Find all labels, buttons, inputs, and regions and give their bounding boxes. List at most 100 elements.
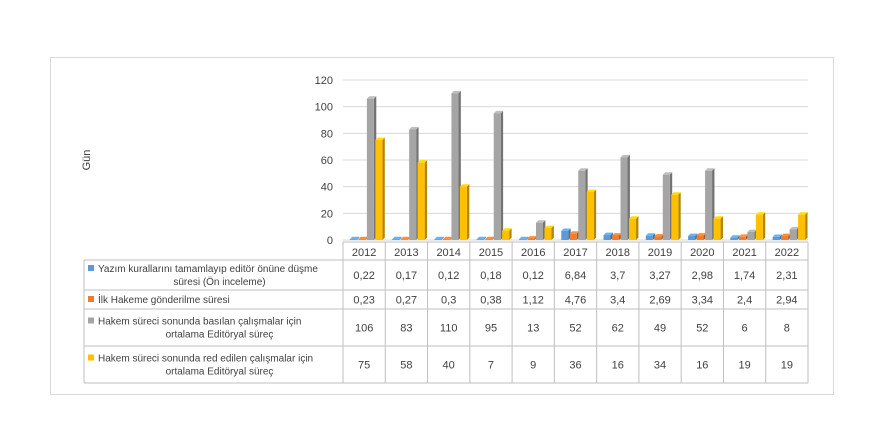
bar-side	[509, 228, 512, 240]
table-cell-value: 8	[784, 323, 790, 335]
x-tick-label: 2019	[648, 247, 672, 259]
legend-swatch	[88, 296, 94, 302]
table-cell-value: 0,23	[353, 295, 374, 307]
table-cell-value: 0,27	[396, 295, 417, 307]
table-cell-value: 0,38	[480, 295, 501, 307]
bar	[603, 235, 611, 240]
bar-top	[747, 229, 757, 232]
bar	[671, 194, 679, 240]
bar-top	[518, 236, 529, 240]
bar	[789, 229, 797, 240]
bar	[730, 237, 738, 240]
bar-side	[636, 216, 639, 240]
bar-top	[671, 192, 681, 195]
bar-top	[392, 236, 402, 240]
bar	[392, 239, 400, 240]
bar-top	[434, 236, 444, 240]
bar	[442, 239, 450, 240]
bar	[705, 170, 713, 240]
bar	[645, 235, 653, 240]
legend-label: İlk Hakeme gönderilme süresi	[98, 293, 230, 306]
bar	[409, 129, 417, 240]
bar-top	[502, 228, 512, 231]
bar-side	[593, 189, 597, 240]
legend-label: Hakem süreci sonunda basılan çalışmalar …	[98, 317, 301, 328]
bar-side	[720, 216, 723, 240]
bar-side	[737, 235, 740, 240]
bar	[518, 239, 526, 240]
table-cell-value: 0,17	[396, 270, 417, 282]
bar-top	[485, 236, 495, 240]
x-tick-label: 2018	[606, 247, 630, 259]
bar-side	[695, 233, 698, 240]
table-cell-value: 1,12	[523, 295, 544, 307]
bar-side	[466, 184, 470, 240]
x-tick-label: 2015	[479, 247, 503, 259]
bar-top	[442, 236, 453, 240]
bar-side	[399, 236, 402, 240]
legend-swatch	[88, 317, 94, 324]
bar-top	[603, 232, 613, 236]
table-cell-value: 62	[612, 323, 624, 335]
table-cell-value: 2,4	[737, 295, 752, 307]
bar-side	[424, 160, 428, 240]
legend-swatch	[88, 265, 94, 271]
bar-top	[586, 189, 597, 192]
bar-top	[629, 216, 639, 219]
bar-top	[654, 234, 664, 237]
bar	[578, 170, 586, 240]
x-tick-label: 2016	[521, 247, 545, 259]
table-cell-value: 36	[569, 360, 581, 372]
bar	[476, 239, 484, 240]
table-cell-value: 3,27	[649, 270, 670, 282]
bar-top	[358, 236, 368, 240]
bar-top	[713, 216, 723, 219]
bar	[662, 174, 670, 240]
y-tick-label: 60	[321, 155, 333, 167]
x-tick-label: 2021	[732, 247, 756, 259]
bar	[629, 218, 637, 240]
table-cell-value: 2,69	[649, 295, 670, 307]
bar	[366, 98, 374, 241]
bar-top	[772, 234, 783, 237]
table-cell-value: 3,7	[610, 270, 625, 282]
table-cell-value: 6	[742, 323, 748, 335]
bar	[738, 236, 746, 240]
bar	[772, 236, 780, 240]
x-tick-label: 2022	[775, 247, 799, 259]
bar-side	[441, 236, 444, 240]
x-tick-label: 2012	[352, 247, 376, 259]
table-cell-value: 13	[527, 323, 539, 335]
bar	[688, 236, 696, 240]
bar	[527, 238, 535, 240]
legend-label: Yazım kurallarını tamamlayıp editör önün…	[98, 264, 318, 275]
bar	[620, 157, 628, 240]
bar-top	[476, 236, 487, 240]
table-cell-value: 110	[440, 323, 458, 335]
y-tick-label: 100	[315, 102, 333, 114]
bar	[400, 239, 408, 240]
x-tick-label: 2017	[563, 247, 587, 259]
bar	[781, 236, 789, 240]
bar	[798, 214, 806, 240]
table-cell-value: 1,74	[734, 270, 755, 282]
bar	[544, 228, 552, 240]
bar-top	[527, 236, 537, 239]
table-cell-value: 9	[530, 360, 536, 372]
table-cell-value: 52	[696, 323, 708, 335]
bar	[451, 93, 459, 240]
bar	[502, 230, 510, 240]
chart-frame	[50, 57, 834, 395]
bar-top	[535, 220, 546, 223]
bar	[349, 239, 357, 240]
table-cell-value: 40	[443, 360, 455, 372]
y-tick-label: 0	[327, 235, 333, 247]
bar-side	[678, 192, 681, 240]
table-cell-value: 34	[654, 360, 666, 372]
bar-top	[409, 126, 419, 130]
bar-top	[730, 235, 740, 238]
bar-top	[544, 225, 554, 228]
bar	[561, 230, 569, 240]
legend-label: ortalama Editöryal süreç	[166, 330, 274, 341]
